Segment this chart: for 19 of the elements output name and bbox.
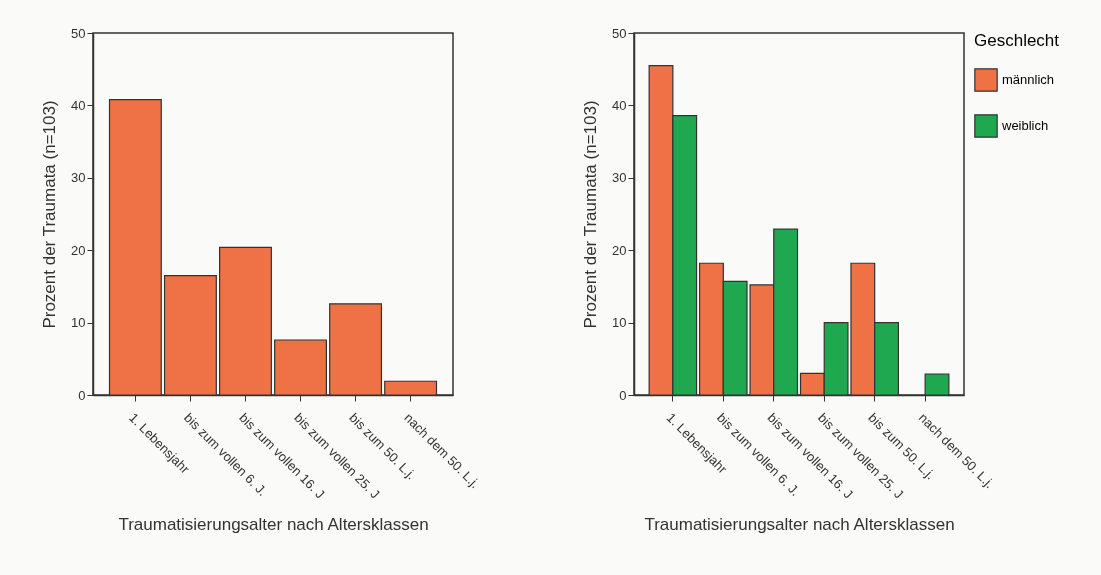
- x-axis-title: Traumatisierungsalter nach Altersklassen: [644, 515, 955, 535]
- y-tick-label: 50: [612, 25, 627, 41]
- x-axis-title: Traumatisierungsalter nach Altersklassen: [118, 515, 429, 535]
- y-tick-label: 20: [71, 242, 86, 258]
- y-tick-label: 10: [612, 315, 627, 331]
- legend-label: männlich: [1002, 72, 1055, 87]
- y-tick-label: 20: [612, 242, 627, 258]
- legend-title: Geschlecht: [974, 31, 1060, 50]
- y-tick-label: 30: [612, 170, 627, 186]
- legend-label: weiblich: [1001, 118, 1049, 133]
- y-tick-label: 50: [71, 25, 86, 41]
- y-tick-label: 0: [619, 387, 627, 403]
- y-tick-label: 10: [71, 315, 86, 331]
- y-tick-label: 40: [71, 97, 86, 113]
- y-tick-label: 40: [612, 97, 627, 113]
- y-axis-title: Prozent der Traumata (n=103): [581, 100, 601, 329]
- y-tick-label: 0: [78, 387, 86, 403]
- y-tick-label: 30: [71, 170, 86, 186]
- y-axis-title: Prozent der Traumata (n=103): [40, 100, 60, 329]
